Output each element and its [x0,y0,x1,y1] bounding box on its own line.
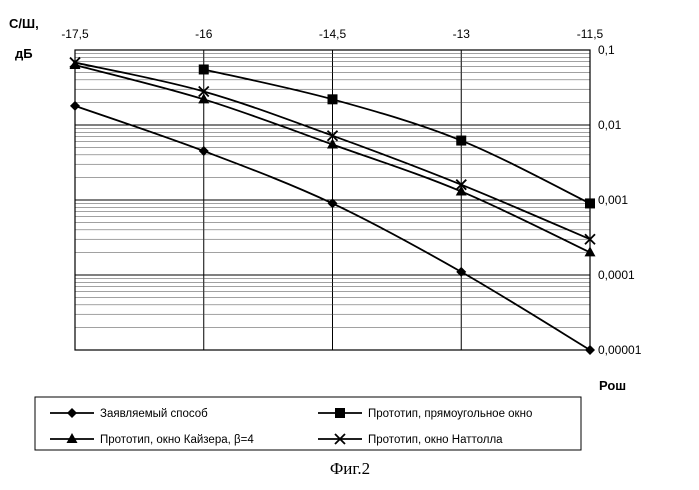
legend-label: Прототип, прямоугольное окно [368,408,532,420]
x-axis-label: Рош [599,378,626,393]
legend-label: Прототип, окно Наттолла [368,434,503,446]
legend-label: Прототип, окно Кайзера, β=4 [100,434,254,446]
y-tick-label: 0,0001 [598,268,635,282]
legend: Заявляемый способ Прототип, прямоугольное… [35,397,581,450]
figure-caption: Фиг.2 [330,459,370,478]
x-tick-label: -16 [195,27,213,41]
marker-square [335,408,345,418]
y-tick-label: 0,1 [598,43,615,57]
marker-square [328,94,338,104]
marker-square [456,136,466,146]
marker-diamond [585,345,595,355]
marker-square [585,198,595,208]
y-tick-label: 0,001 [598,193,628,207]
chart: -17,5 -16 -14,5 -13 -11,5 0,1 0,01 0,001 0,0001… [0,0,699,490]
marker-square [199,64,209,74]
y-tick-labels: 0,1 0,01 0,001 0,0001 0,00001 [598,43,642,357]
x-tick-label: -13 [453,27,471,41]
x-tick-label: -14,5 [319,27,347,41]
y-tick-label: 0,00001 [598,343,642,357]
x-tick-label: -11,5 [577,27,604,41]
y-axis-label-line2: дБ [15,46,33,61]
x-tick-label: -17,5 [61,27,89,41]
y-tick-label: 0,01 [598,118,622,132]
legend-label: Заявляемый способ [100,408,208,420]
x-tick-labels: -17,5 -16 -14,5 -13 -11,5 [61,27,603,41]
y-axis-label-line1: С/Ш, [9,16,39,31]
